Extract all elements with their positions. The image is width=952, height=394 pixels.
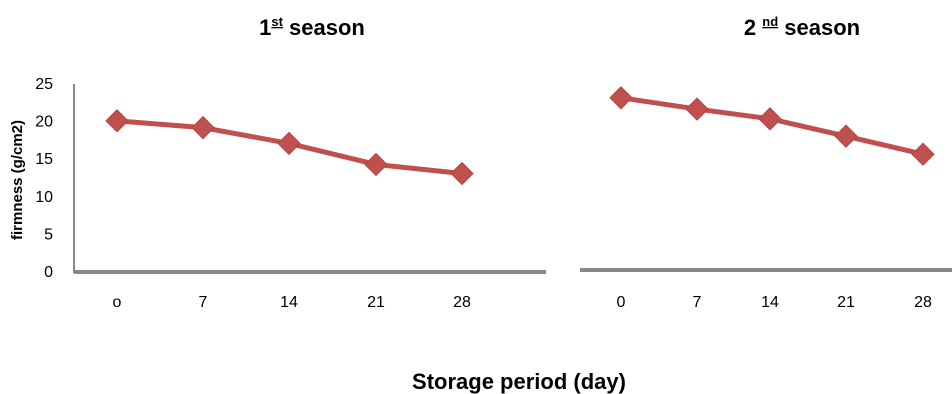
chart-1-y-tick-label: 10 bbox=[35, 189, 53, 206]
chart-1-y-axis-label: firmness (g/cm2) bbox=[9, 120, 26, 240]
chart-2: 2 nd season 0 7 14 21 28 bbox=[580, 14, 952, 311]
chart-1-x-tick-label: 28 bbox=[453, 294, 471, 311]
chart-1-data-point bbox=[191, 115, 215, 140]
chart-2-data-point bbox=[685, 97, 709, 121]
chart-2-x-tick-label: 0 bbox=[617, 294, 626, 311]
chart-2-data-point bbox=[758, 107, 782, 131]
chart-1-x-tick-label: 7 bbox=[199, 294, 208, 311]
chart-2-x-tick-label: 7 bbox=[693, 294, 702, 311]
x-axis-label: Storage period (day) bbox=[412, 369, 626, 394]
chart-1-x-tick-label: 21 bbox=[367, 294, 385, 311]
chart-1-data-point bbox=[277, 131, 301, 156]
chart-1-y-tick-label: 20 bbox=[35, 114, 53, 131]
chart-2-x-tick-label: 21 bbox=[837, 294, 855, 311]
chart-2-title: 2 nd season bbox=[744, 14, 860, 40]
chart-1: 1st season firmness (g/cm2) 0 5 10 15 20 25 o… bbox=[9, 14, 546, 311]
chart-1-title: 1st season bbox=[259, 14, 365, 40]
chart-1-x-tick-label: o bbox=[113, 294, 122, 311]
chart-2-data-point bbox=[911, 142, 935, 166]
chart-1-y-tick-label: 25 bbox=[35, 76, 53, 93]
chart-1-data-point bbox=[450, 161, 474, 186]
chart-1-x-tick-label: 14 bbox=[280, 294, 298, 311]
chart-2-x-tick-label: 28 bbox=[914, 294, 932, 311]
chart-1-data-point bbox=[364, 152, 388, 177]
chart-1-y-tick-label: 0 bbox=[44, 264, 53, 281]
chart-2-data-point bbox=[834, 124, 858, 148]
chart-1-y-tick-label: 5 bbox=[44, 226, 53, 243]
chart-2-x-tick-label: 14 bbox=[761, 294, 779, 311]
chart-2-data-point bbox=[609, 86, 633, 110]
chart-1-data-point bbox=[105, 109, 129, 133]
chart-1-y-tick-label: 15 bbox=[35, 151, 53, 168]
